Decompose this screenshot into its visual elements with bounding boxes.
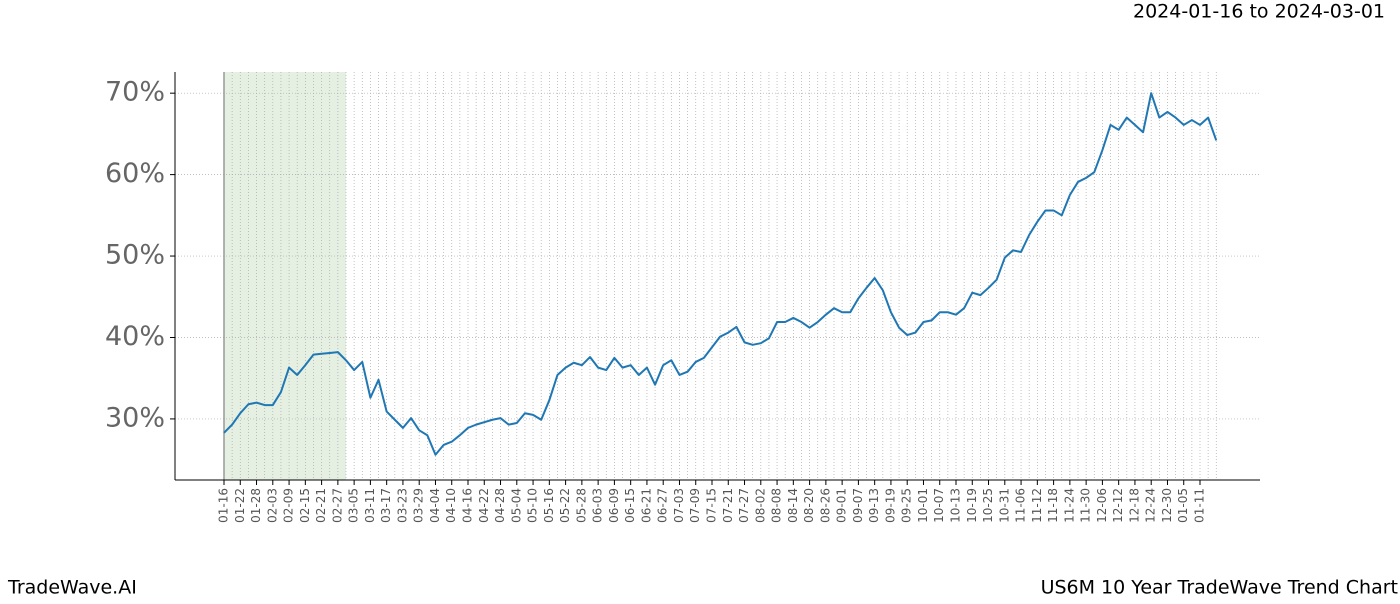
- x-tick-label: 05-10: [526, 488, 540, 523]
- highlight-band: [224, 72, 346, 480]
- x-tick-label: 12-30: [1160, 488, 1174, 523]
- x-tick-label: 11-06: [1014, 488, 1028, 523]
- grid: [175, 72, 1260, 480]
- x-tick-label: 01-05: [1176, 488, 1190, 523]
- x-tick-label: 08-20: [802, 488, 816, 523]
- x-tick-label: 03-11: [363, 488, 377, 523]
- x-tick-label: 07-27: [737, 488, 751, 523]
- y-tick-label: 70%: [105, 77, 165, 108]
- y-tick-label: 60%: [105, 158, 165, 189]
- x-tick-label: 07-03: [672, 488, 686, 523]
- x-tick-label: 03-23: [395, 488, 409, 523]
- x-tick-label: 10-25: [981, 488, 995, 523]
- x-tick-label: 11-24: [1062, 488, 1076, 523]
- x-tick-label: 04-28: [493, 488, 507, 523]
- x-tick-label: 09-01: [835, 488, 849, 523]
- x-tick-label: 07-21: [721, 488, 735, 523]
- x-tick-label: 01-16: [217, 488, 231, 523]
- footer-right: US6M 10 Year TradeWave Trend Chart: [1041, 577, 1398, 599]
- x-tick-label: 01-11: [1193, 488, 1207, 523]
- x-tick-label: 06-27: [656, 488, 670, 523]
- x-tick-label: 11-30: [1079, 488, 1093, 523]
- x-tick-label: 02-09: [282, 488, 296, 523]
- x-tick-label: 01-28: [249, 488, 263, 523]
- x-tick-label: 05-28: [574, 488, 588, 523]
- x-tick-label: 12-18: [1127, 488, 1141, 523]
- x-tick-label: 11-18: [1046, 488, 1060, 523]
- x-tick-label: 09-19: [883, 488, 897, 523]
- x-tick-label: 02-21: [314, 488, 328, 523]
- x-tick-label: 09-13: [867, 488, 881, 523]
- x-tick-label: 09-07: [851, 488, 865, 523]
- x-tick-label: 12-06: [1095, 488, 1109, 523]
- x-tick-label: 03-29: [412, 488, 426, 523]
- footer-left: TradeWave.AI: [7, 577, 137, 599]
- x-tick-label: 06-09: [607, 488, 621, 523]
- x-tick-label: 10-13: [949, 488, 963, 523]
- x-tick-label: 05-16: [542, 488, 556, 523]
- x-tick-label: 04-04: [428, 488, 442, 523]
- y-tick-label: 40%: [105, 321, 165, 352]
- trend-line: [223, 92, 1218, 456]
- subtitle: 2024-01-16 to 2024-03-01: [1133, 1, 1385, 23]
- x-tick-label: 09-25: [900, 488, 914, 523]
- y-tick-label: 50%: [105, 240, 165, 271]
- y-tick-label: 30%: [105, 402, 165, 433]
- x-tick-label: 04-22: [477, 488, 491, 523]
- x-tick-label: 04-10: [444, 488, 458, 523]
- x-tick-label: 03-05: [347, 488, 361, 523]
- x-tick-label: 12-12: [1111, 488, 1125, 523]
- x-tick-label: 08-08: [770, 488, 784, 523]
- x-tick-label: 12-24: [1144, 488, 1158, 523]
- x-tick-label: 04-16: [461, 488, 475, 523]
- x-tick-label: 07-09: [688, 488, 702, 523]
- x-tick-label: 02-15: [298, 488, 312, 523]
- x-tick-label: 08-26: [818, 488, 832, 523]
- x-tick-label: 10-19: [965, 488, 979, 523]
- x-tick-label: 02-03: [265, 488, 279, 523]
- x-tick-label: 07-15: [705, 488, 719, 523]
- x-tick-label: 11-12: [1030, 488, 1044, 523]
- x-tick-label: 06-03: [591, 488, 605, 523]
- x-tick-label: 02-27: [330, 488, 344, 523]
- x-tick-label: 05-04: [509, 488, 523, 523]
- x-tick-label: 06-15: [623, 488, 637, 523]
- x-tick-label: 06-21: [639, 488, 653, 523]
- x-tick-label: 03-17: [379, 488, 393, 523]
- x-tick-label: 10-31: [997, 488, 1011, 523]
- x-tick-label: 01-22: [233, 488, 247, 523]
- x-tick-label: 08-02: [753, 488, 767, 523]
- x-tick-label: 05-22: [558, 488, 572, 523]
- x-tick-label: 10-07: [932, 488, 946, 523]
- x-tick-label: 10-01: [916, 488, 930, 523]
- x-tick-label: 08-14: [786, 488, 800, 523]
